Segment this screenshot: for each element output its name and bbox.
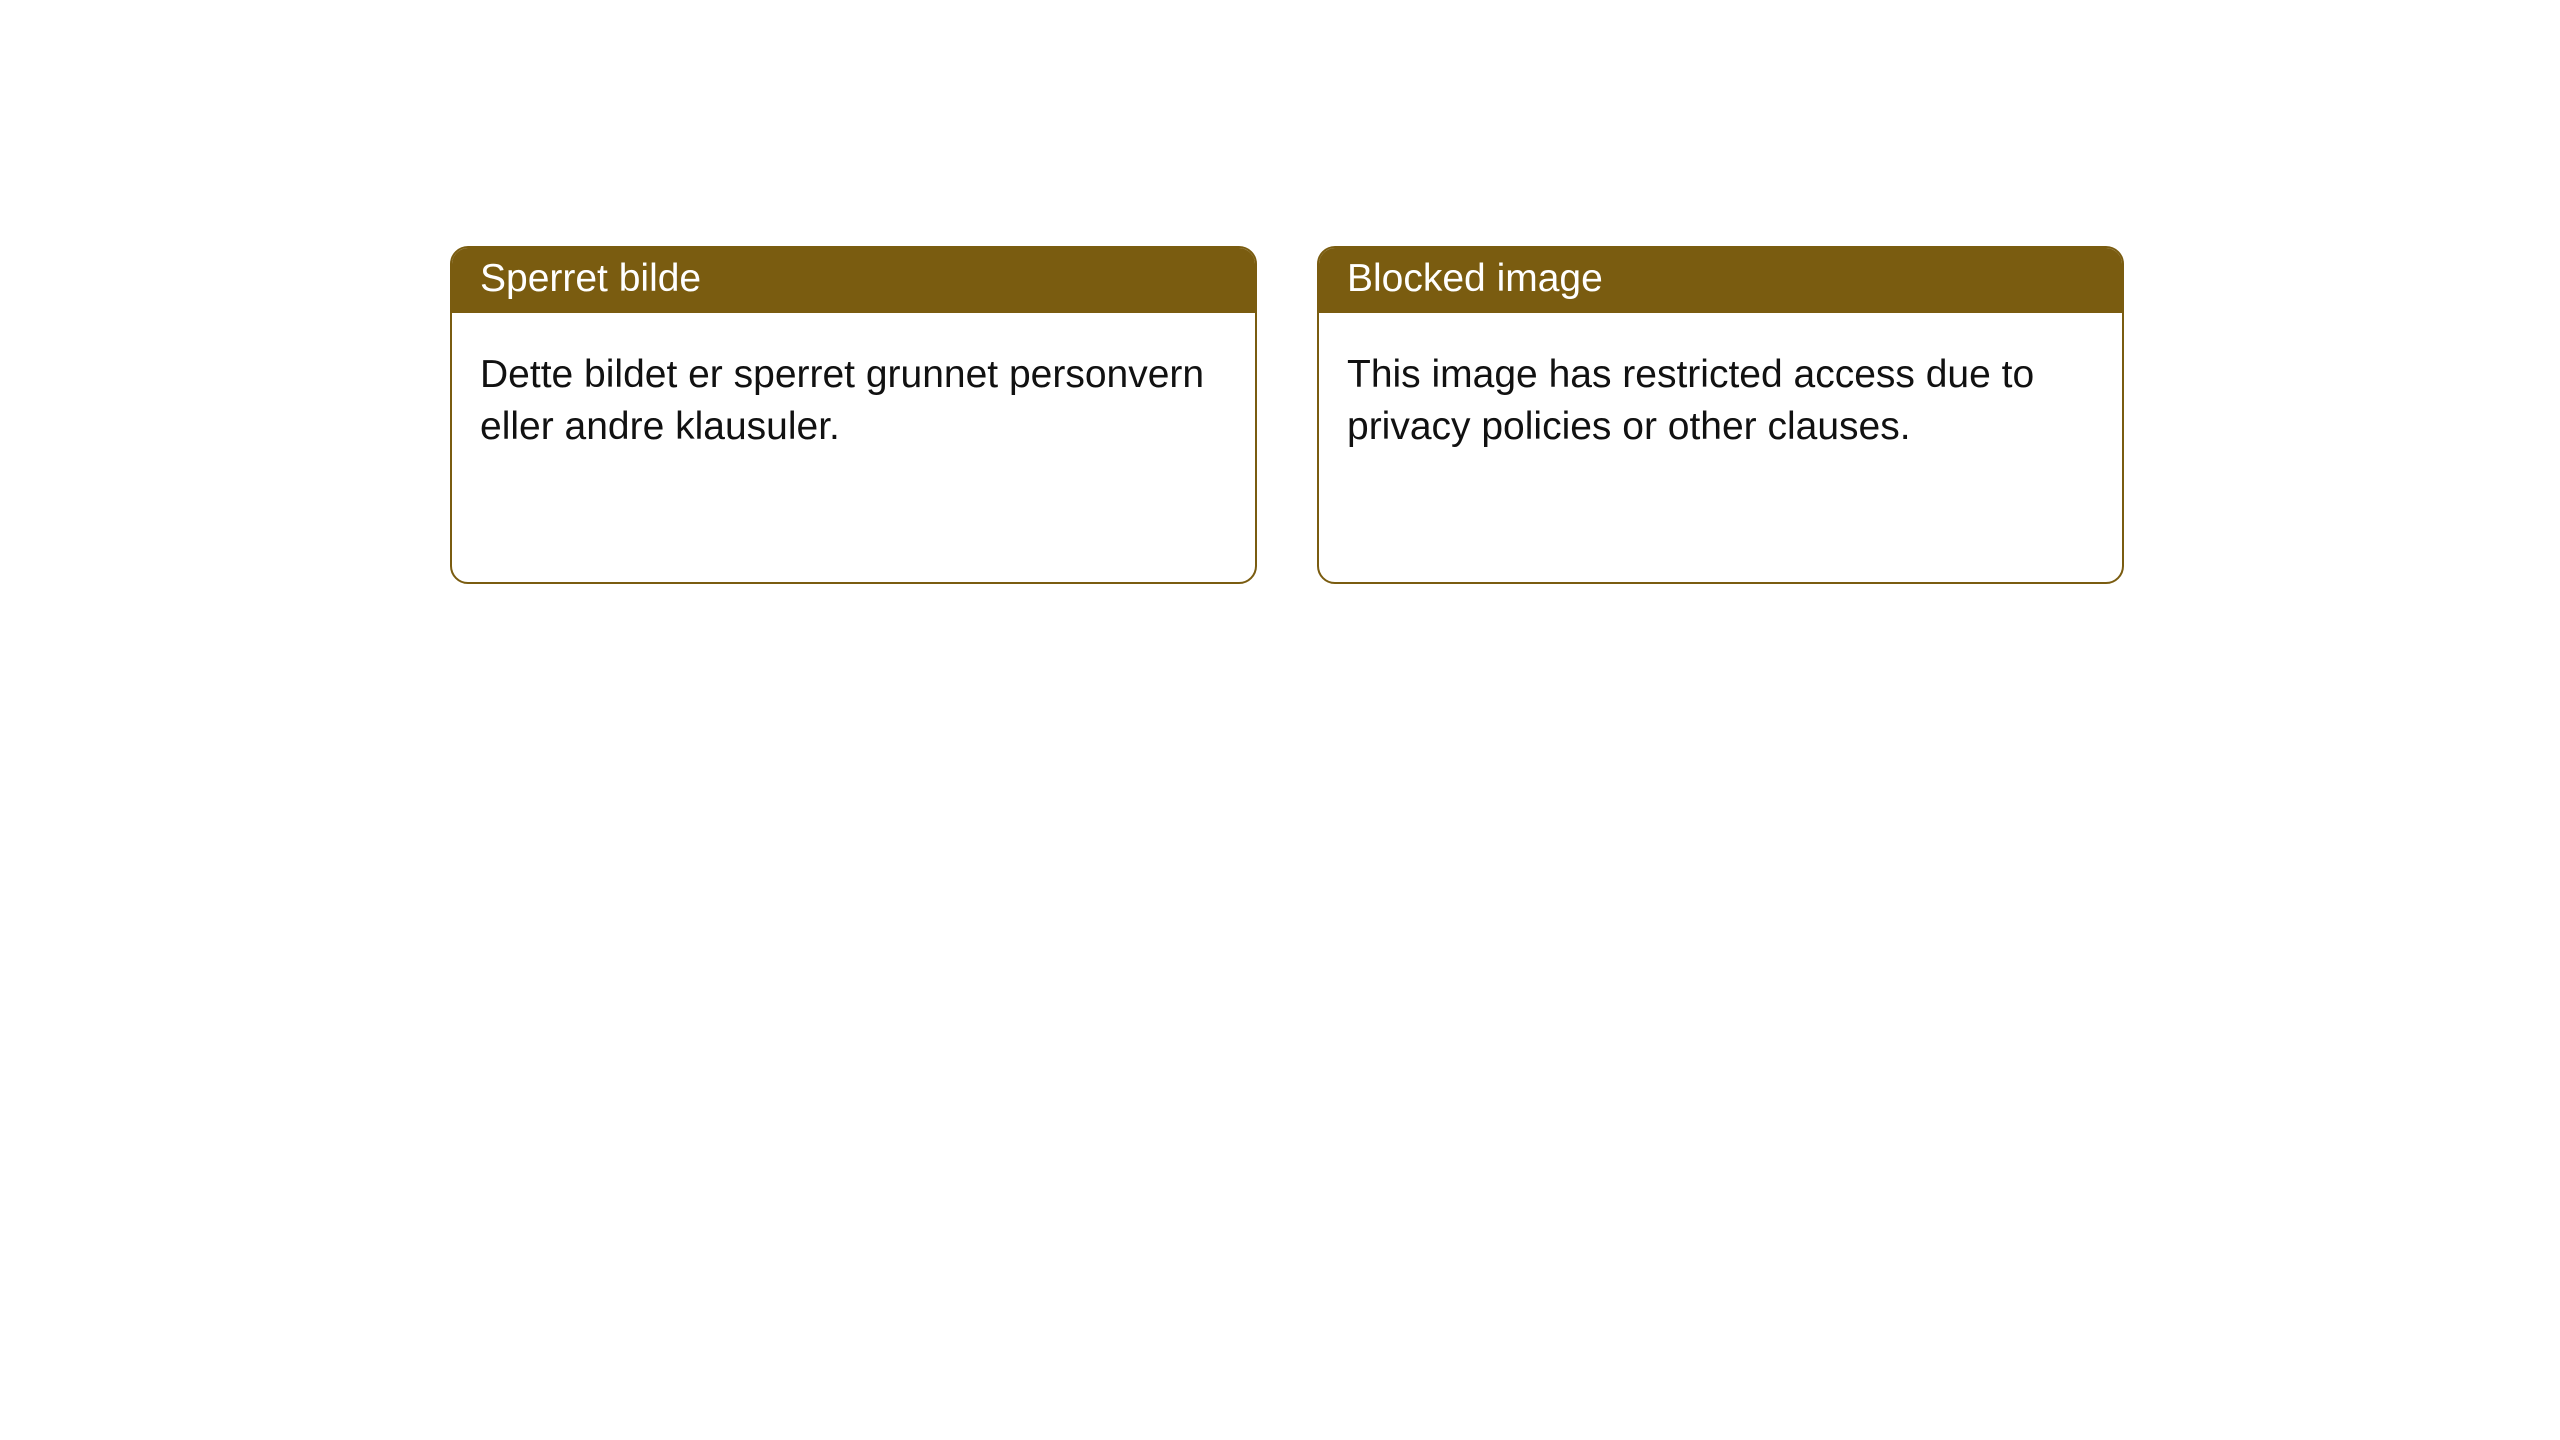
- notice-container: Sperret bilde Dette bildet er sperret gr…: [0, 0, 2560, 584]
- card-body-no: Dette bildet er sperret grunnet personve…: [452, 313, 1255, 490]
- blocked-image-card-en: Blocked image This image has restricted …: [1317, 246, 2124, 584]
- card-title-no: Sperret bilde: [452, 248, 1255, 313]
- card-title-en: Blocked image: [1319, 248, 2122, 313]
- blocked-image-card-no: Sperret bilde Dette bildet er sperret gr…: [450, 246, 1257, 584]
- card-body-en: This image has restricted access due to …: [1319, 313, 2122, 490]
